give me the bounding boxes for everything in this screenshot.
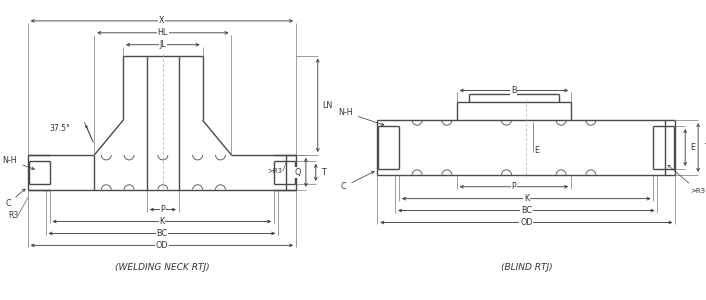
Text: X: X (159, 16, 164, 26)
Text: JL: JL (160, 40, 166, 49)
Text: (BLIND RTJ): (BLIND RTJ) (501, 263, 552, 272)
Text: N-H: N-H (338, 108, 384, 125)
Text: OD: OD (155, 241, 168, 250)
Text: Q: Q (294, 168, 301, 177)
Text: C: C (341, 172, 374, 191)
Text: BC: BC (521, 206, 532, 215)
Text: C: C (5, 189, 25, 208)
Text: HL: HL (157, 28, 168, 37)
Text: K: K (160, 217, 164, 226)
Text: E: E (534, 146, 539, 155)
Text: E: E (690, 143, 695, 152)
Text: OD: OD (520, 218, 532, 227)
Text: K: K (524, 194, 529, 203)
Text: R3: R3 (8, 211, 18, 220)
Text: T: T (321, 168, 326, 177)
Text: N-H: N-H (3, 156, 35, 169)
Text: P: P (160, 205, 165, 214)
Text: BC: BC (156, 229, 167, 238)
Text: P: P (512, 182, 516, 191)
Text: B: B (511, 86, 517, 95)
Text: (WELDING NECK RTJ): (WELDING NECK RTJ) (114, 263, 209, 272)
Text: LN: LN (323, 101, 333, 110)
Text: >R3: >R3 (267, 168, 282, 174)
Text: 37.5°: 37.5° (49, 124, 71, 133)
Text: >R3: >R3 (668, 165, 705, 194)
Text: T: T (704, 143, 706, 152)
